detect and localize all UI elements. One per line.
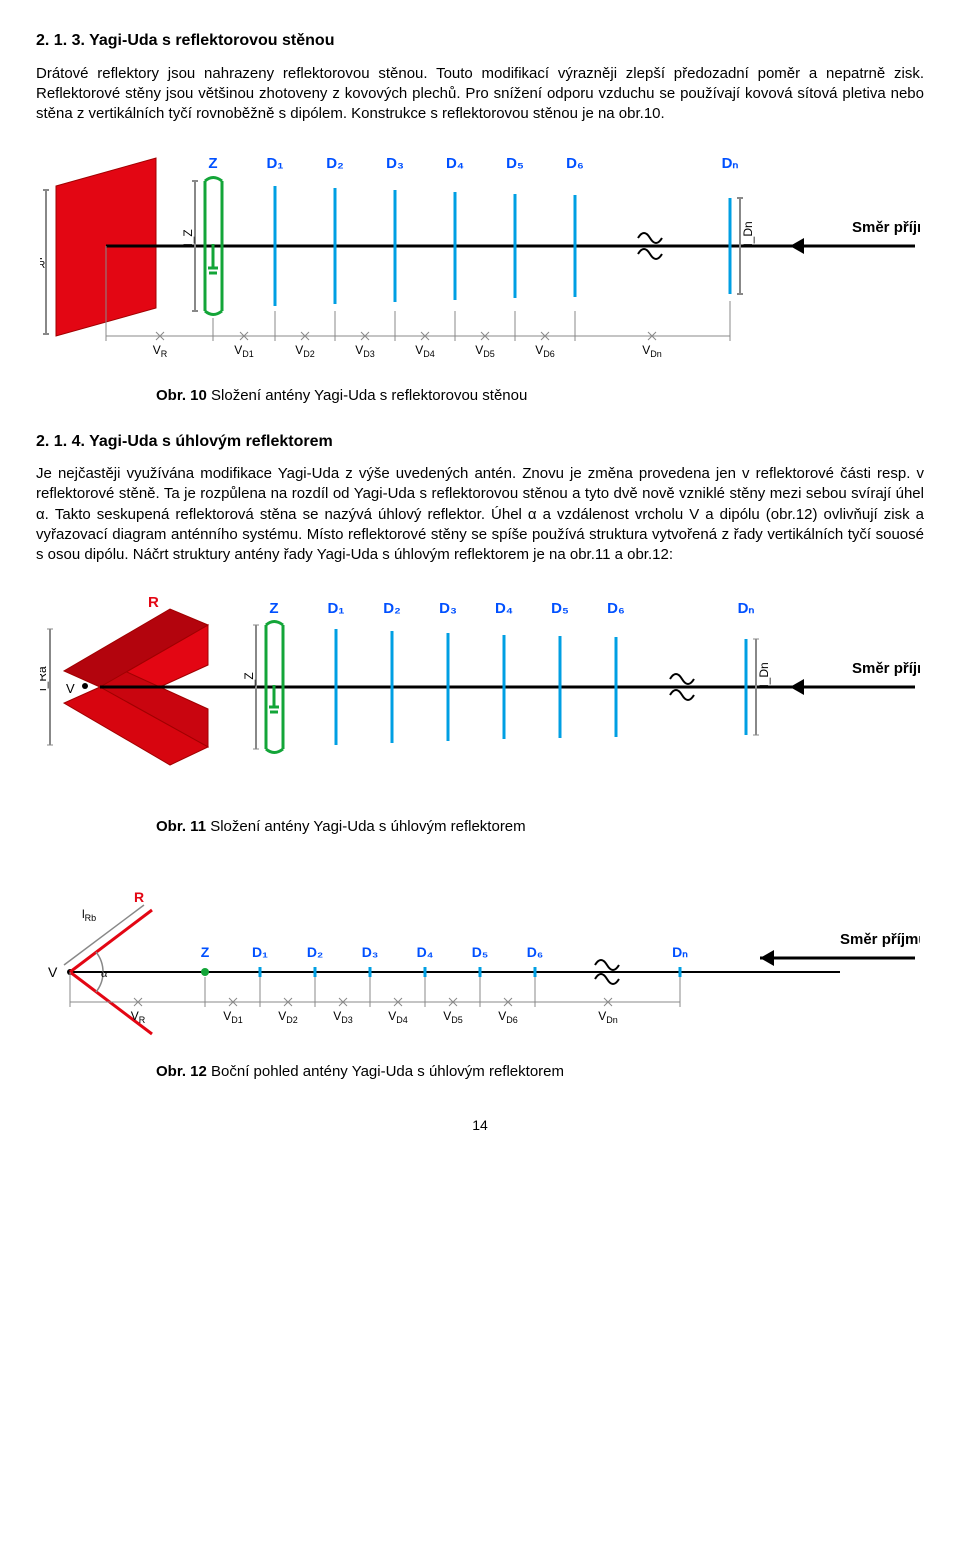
svg-text:D₅: D₅ [472,944,489,960]
svg-text:VD1: VD1 [223,1009,243,1025]
figure-12: V α R lRb [36,882,924,1052]
svg-text:D₂: D₂ [307,944,323,960]
svg-text:l_Dn: l_Dn [757,663,771,688]
svg-text:R: R [134,889,144,905]
figure-10: l R l_Z [36,146,924,376]
svg-text:D₁: D₁ [327,600,344,617]
svg-text:VD6: VD6 [535,343,555,359]
svg-text:Z: Z [208,155,217,172]
para-1-1: Drátové reflektory jsou nahrazeny reflek… [36,64,924,125]
svg-text:VD1: VD1 [234,343,254,359]
svg-text:VD2: VD2 [295,343,315,359]
svg-text:D₆: D₆ [527,944,543,960]
page-number: 14 [36,1116,924,1135]
svg-text:Dₙ: Dₙ [672,944,688,960]
section-heading-1: 2. 1. 3. Yagi-Uda s reflektorovou stěnou [36,30,924,52]
svg-text:VD4: VD4 [415,343,435,359]
svg-text:VD3: VD3 [333,1009,353,1025]
svg-text:D₃: D₃ [386,155,404,172]
svg-text:D₂: D₂ [383,600,401,617]
svg-text:VR: VR [131,1009,146,1025]
svg-text:VD3: VD3 [355,343,375,359]
svg-text:Dₙ: Dₙ [738,600,755,617]
svg-text:R: R [40,260,45,271]
para-2-1: Je nejčastěji využívána modifikace Yagi-… [36,464,924,565]
svg-text:VD4: VD4 [388,1009,408,1025]
svg-text:D₂: D₂ [326,155,344,172]
svg-text:R: R [148,594,159,611]
svg-text:D₆: D₆ [566,155,584,172]
svg-text:lRb: lRb [82,907,96,923]
caption-10: Obr. 10 Složení antény Yagi-Uda s reflek… [156,386,924,406]
svg-text:D₆: D₆ [607,600,625,617]
svg-text:D₄: D₄ [417,944,434,960]
svg-text:VD5: VD5 [475,343,495,359]
svg-text:VDn: VDn [598,1009,618,1025]
svg-text:VD2: VD2 [278,1009,298,1025]
svg-text:l_Ra: l_Ra [40,666,49,691]
svg-text:Směr příjmu: Směr příjmu [852,219,920,236]
caption-12: Obr. 12 Boční pohled antény Yagi-Uda s ú… [156,1062,924,1082]
svg-text:D₃: D₃ [362,944,379,960]
svg-text:VDn: VDn [642,343,662,359]
svg-text:l_Dn: l_Dn [741,222,755,247]
svg-text:D₄: D₄ [495,600,513,617]
svg-text:VD5: VD5 [443,1009,463,1025]
svg-text:D₁: D₁ [252,944,268,960]
svg-text:VR: VR [153,343,168,359]
svg-text:Směr příjmu: Směr příjmu [840,931,920,948]
svg-text:l_Z: l_Z [181,230,195,247]
svg-text:VD6: VD6 [498,1009,518,1025]
section-heading-2: 2. 1. 4. Yagi-Uda s úhlovým reflektorem [36,431,924,453]
svg-text:l_Z: l_Z [242,673,256,690]
svg-text:V: V [48,964,58,980]
svg-text:D₄: D₄ [446,155,464,172]
svg-text:Dₙ: Dₙ [722,155,739,172]
caption-11: Obr. 11 Složení antény Yagi-Uda s úhlový… [156,817,924,837]
figure-11: R V l_Ra l_Z [36,587,924,807]
svg-text:D₅: D₅ [551,600,569,617]
svg-text:Z: Z [269,600,278,617]
svg-text:V: V [66,681,75,696]
svg-text:D₅: D₅ [506,155,524,172]
svg-text:Směr příjmu: Směr příjmu [852,660,920,677]
svg-text:α: α [101,965,109,980]
svg-text:D₃: D₃ [439,600,457,617]
svg-text:Z: Z [201,944,210,960]
svg-text:D₁: D₁ [266,155,283,172]
